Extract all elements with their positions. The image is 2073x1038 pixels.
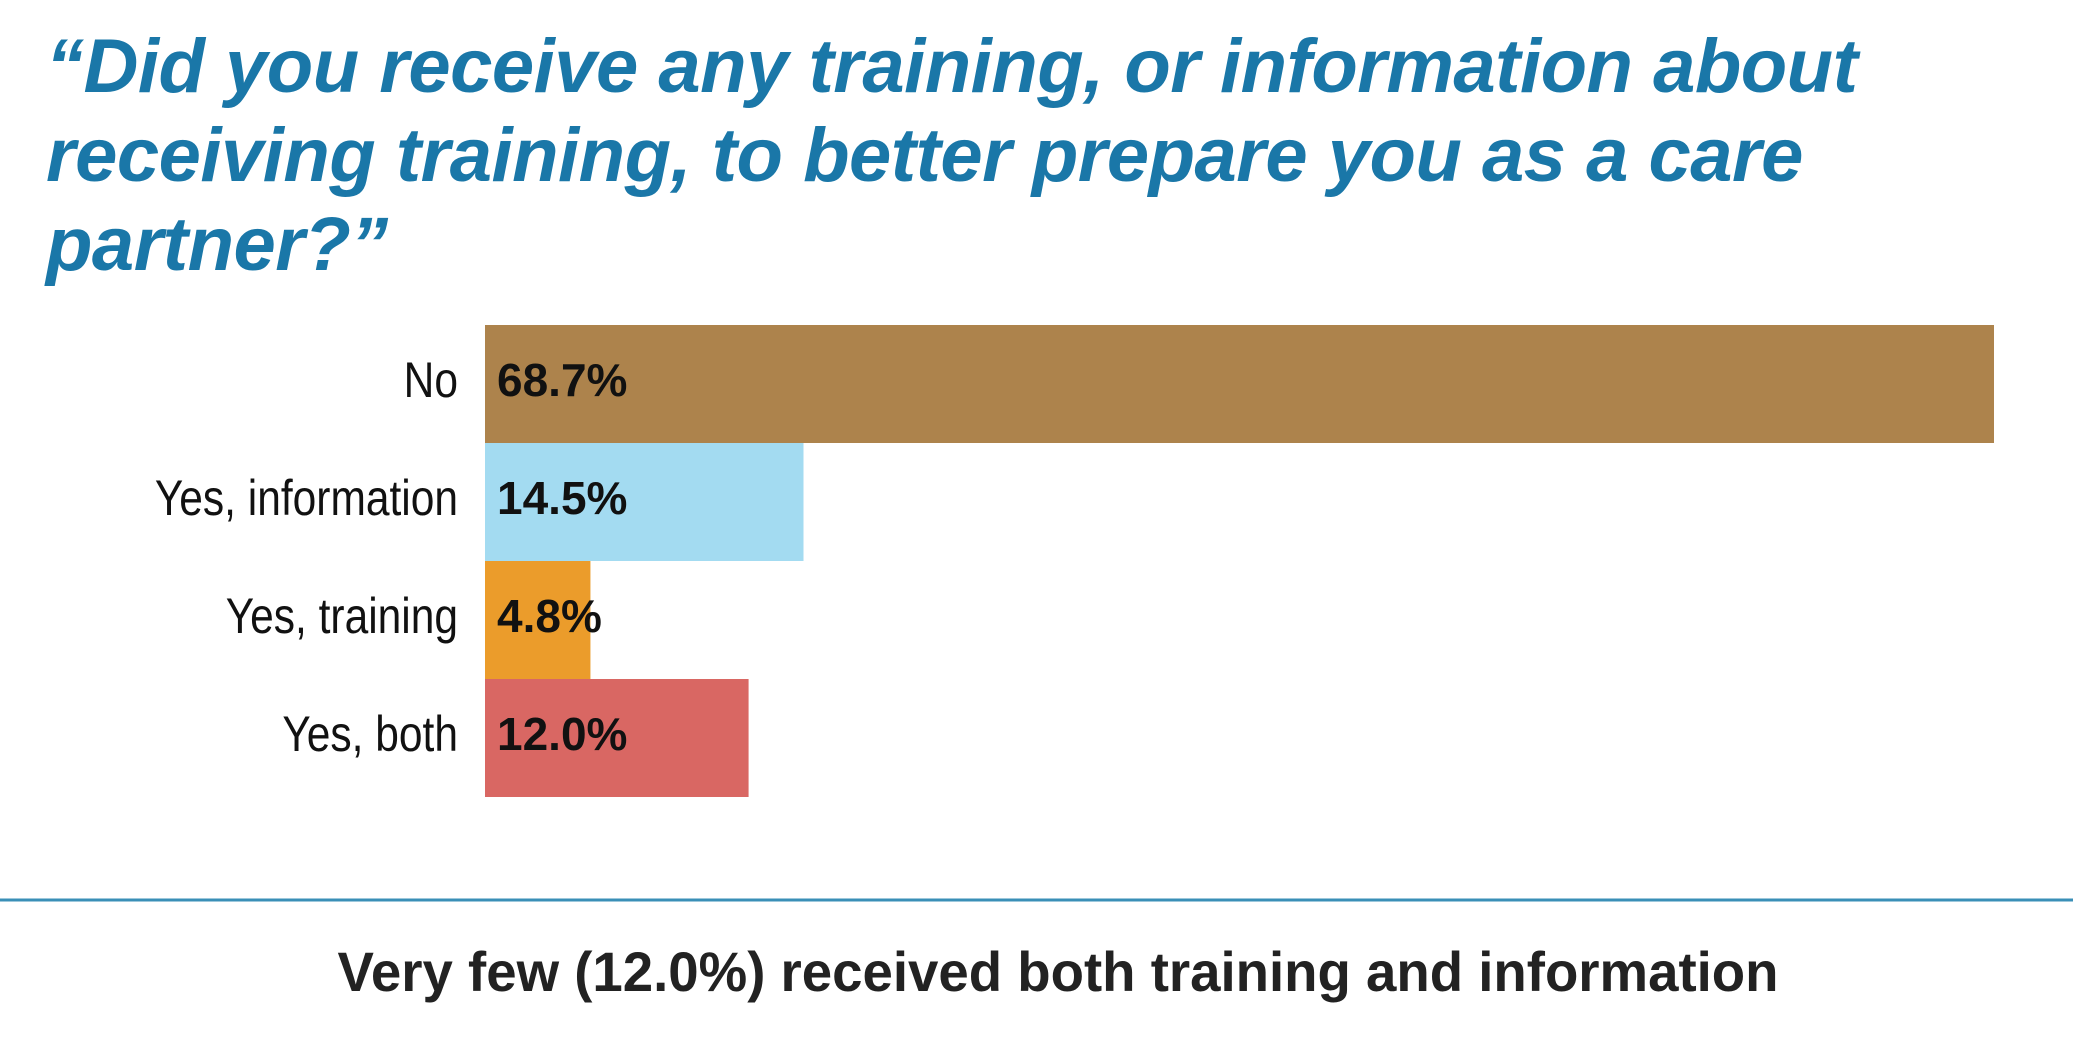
footnote: Very few (12.0%) received both training … (338, 940, 1779, 1003)
bar (485, 443, 804, 561)
category-label: No (404, 352, 458, 408)
bar (485, 325, 1994, 443)
value-label: 68.7% (497, 354, 627, 406)
bar (485, 679, 749, 797)
category-label: Yes, training (226, 588, 458, 644)
value-label: 14.5% (497, 472, 627, 524)
value-label: 4.8% (497, 590, 602, 642)
bar (485, 561, 591, 679)
category-label: Yes, information (155, 470, 458, 526)
chart-title: “Did you receive any training, or inform… (46, 24, 1858, 287)
category-label: Yes, both (282, 706, 458, 762)
value-label: 12.0% (497, 708, 627, 760)
